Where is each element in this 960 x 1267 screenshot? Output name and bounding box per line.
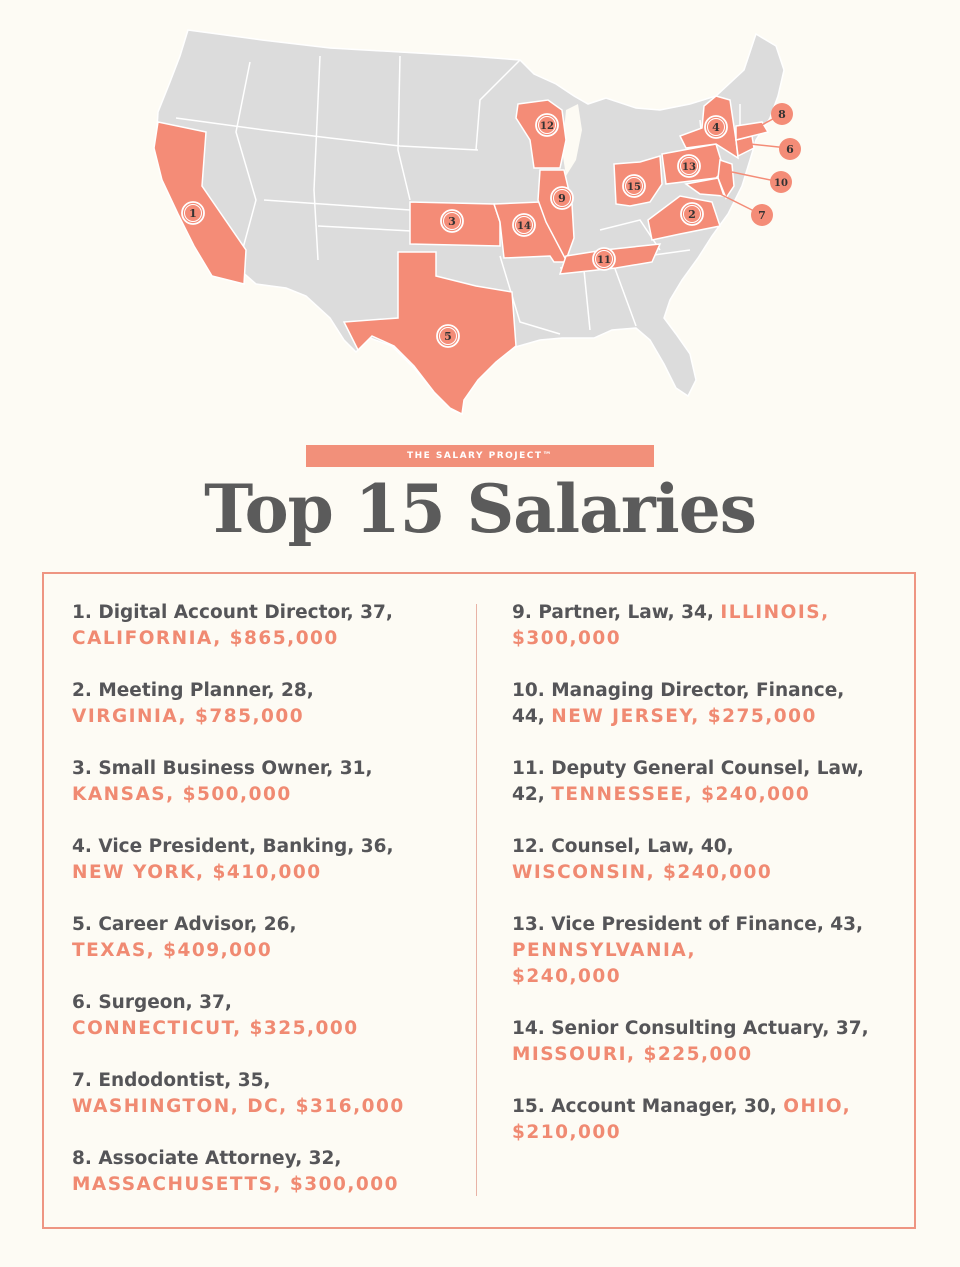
- salary-entry-2: 2. Meeting Planner, 28, VIRGINIA, $785,00…: [72, 680, 314, 727]
- map-marker-label: 6: [786, 143, 794, 156]
- map-marker-1: 1: [181, 201, 205, 225]
- map-marker-12: 12: [535, 113, 559, 137]
- map-marker-15: 15: [622, 174, 646, 198]
- map-marker-label: 13: [682, 162, 696, 173]
- left-column: 1. Digital Account Director, 37, CALIFORN…: [72, 600, 472, 1224]
- map-marker-7: 7: [751, 204, 773, 226]
- map-marker-3: 3: [440, 209, 464, 233]
- map-marker-label: 4: [712, 121, 720, 134]
- right-column: 9. Partner, Law, 34, ILLINOIS, $300,000 1…: [512, 600, 902, 1172]
- page-title: Top 15 Salaries: [204, 470, 757, 548]
- lake-michigan: [562, 104, 582, 176]
- salary-entry-9: 9. Partner, Law, 34, ILLINOIS, $300,000: [512, 602, 830, 649]
- map-marker-10: 10: [770, 171, 792, 193]
- column-divider: [476, 604, 477, 1196]
- map-marker-label: 8: [778, 108, 786, 121]
- map-marker-label: 11: [597, 255, 611, 266]
- map-marker-2: 2: [680, 202, 704, 226]
- map-marker-6: 6: [779, 138, 801, 160]
- salary-entry-12: 12. Counsel, Law, 40, WISCONSIN, $240,000: [512, 836, 773, 883]
- salary-list-panel: [42, 572, 916, 1229]
- salary-entry-13: 13. Vice President of Finance, 43, PENNSY…: [512, 914, 864, 987]
- map-marker-label: 9: [558, 192, 566, 205]
- salary-entry-11: 11. Deputy General Counsel, Law, 42, TENN…: [512, 758, 864, 805]
- map-marker-label: 7: [758, 209, 766, 222]
- salary-entry-7: 7. Endodontist, 35, WASHINGTON, DC, $316,…: [72, 1070, 405, 1117]
- salary-entry-5: 5. Career Advisor, 26, TEXAS, $409,000: [72, 914, 297, 961]
- salary-entry-4: 4. Vice President, Banking, 36, NEW YORK,…: [72, 836, 394, 883]
- map-marker-label: 2: [688, 208, 696, 221]
- map-marker-label: 5: [444, 330, 452, 343]
- map-marker-5: 5: [436, 324, 460, 348]
- state-california: [153, 121, 247, 285]
- map-marker-label: 1: [189, 207, 197, 220]
- salary-entry-3: 3. Small Business Owner, 31, KANSAS, $500…: [72, 758, 373, 805]
- salary-entry-1: 1. Digital Account Director, 37, CALIFORN…: [72, 602, 393, 649]
- map-marker-13: 13: [677, 154, 701, 178]
- state-new-jersey: [717, 158, 735, 200]
- map-marker-label: 12: [540, 121, 554, 132]
- map-marker-8: 8: [771, 103, 793, 125]
- salary-entry-14: 14. Senior Consulting Actuary, 37, MISSOU…: [512, 1018, 869, 1065]
- state-texas: [342, 251, 517, 416]
- map-marker-label: 14: [517, 221, 531, 232]
- salary-entry-6: 6. Surgeon, 37, CONNECTICUT, $325,000: [72, 992, 359, 1039]
- salary-entry-15: 15. Account Manager, 30, OHIO, $210,000: [512, 1096, 852, 1143]
- map-marker-14: 14: [512, 213, 536, 237]
- state-massachusetts: [735, 121, 770, 141]
- map-marker-label: 3: [448, 215, 456, 228]
- map-marker-11: 11: [592, 247, 616, 271]
- map-marker-label: 15: [627, 182, 641, 193]
- salary-entry-8: 8. Associate Attorney, 32, MASSACHUSETTS,…: [72, 1148, 399, 1195]
- map-marker-9: 9: [550, 186, 574, 210]
- map-marker-4: 4: [704, 115, 728, 139]
- salary-project-banner: THE SALARY PROJECT™: [306, 445, 654, 467]
- salary-entry-10: 10. Managing Director, Finance, 44, NEW J…: [512, 680, 845, 727]
- map-marker-label: 10: [774, 178, 788, 189]
